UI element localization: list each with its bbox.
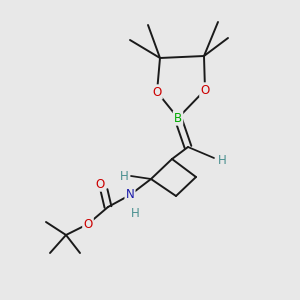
Text: O: O: [152, 85, 162, 98]
Text: O: O: [83, 218, 93, 230]
Text: H: H: [120, 169, 128, 182]
Text: O: O: [200, 83, 210, 97]
Text: O: O: [95, 178, 105, 190]
Text: B: B: [174, 112, 182, 124]
Text: H: H: [130, 207, 140, 220]
Text: H: H: [218, 154, 226, 166]
Text: N: N: [126, 188, 134, 202]
